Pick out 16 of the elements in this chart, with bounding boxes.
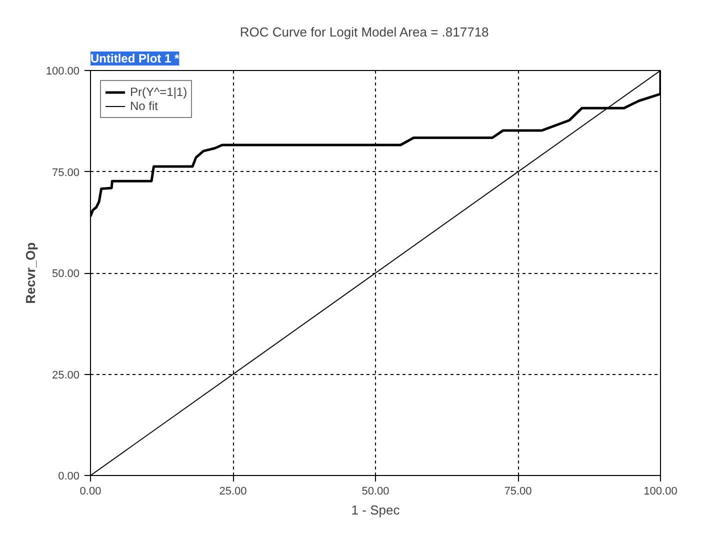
x-tick-label: 50.00 <box>362 486 390 498</box>
legend-label: No fit <box>130 99 158 113</box>
y-tick-label: 0.00 <box>58 470 80 482</box>
x-tick-label: 25.00 <box>219 486 247 498</box>
x-tick-label: 75.00 <box>504 486 532 498</box>
chart-title: ROC Curve for Logit Model Area = .817718 <box>240 24 489 40</box>
x-tick-label: 100.00 <box>644 486 678 498</box>
y-tick-label: 25.00 <box>52 369 80 382</box>
y-tick-label: 50.00 <box>52 268 80 280</box>
y-tick-label: 100.00 <box>46 66 80 78</box>
y-tick-label: 75.00 <box>52 166 80 179</box>
text: Untitled Plot 1 * <box>90 52 180 66</box>
legend-label: Pr(Y^=1|1) <box>130 85 188 99</box>
y-axis-title: Recvr_Op <box>22 242 38 304</box>
x-axis-title: 1 - Spec <box>351 502 400 518</box>
x-tick-label: 0.00 <box>80 486 102 498</box>
